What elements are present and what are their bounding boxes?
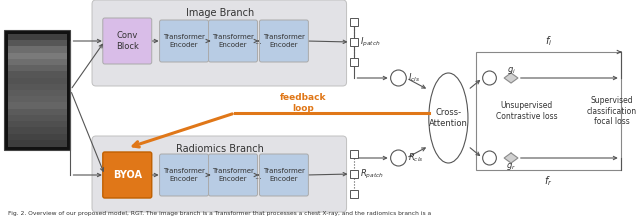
Bar — [351, 38, 358, 46]
Bar — [351, 170, 358, 178]
Text: Cross-
Attention: Cross- Attention — [429, 108, 468, 128]
Text: ...: ... — [255, 172, 262, 181]
Text: $g_i$: $g_i$ — [507, 65, 515, 75]
FancyBboxPatch shape — [92, 136, 347, 212]
Text: Transformer
Encoder: Transformer Encoder — [212, 168, 254, 182]
Circle shape — [483, 151, 497, 165]
Text: $f_r$: $f_r$ — [544, 174, 552, 188]
Text: Transformer
Encoder: Transformer Encoder — [163, 168, 205, 182]
Text: $g_r$: $g_r$ — [506, 160, 516, 172]
FancyBboxPatch shape — [92, 0, 347, 86]
Text: Unsupervised
Contrastive loss: Unsupervised Contrastive loss — [496, 101, 557, 121]
Bar — [351, 190, 358, 198]
Bar — [8, 46, 67, 53]
FancyBboxPatch shape — [209, 20, 257, 62]
Bar — [8, 109, 67, 115]
Bar — [4, 30, 70, 150]
Bar — [8, 127, 67, 134]
Text: $I_{patch}$: $I_{patch}$ — [360, 36, 381, 49]
Bar — [351, 150, 358, 158]
Bar — [8, 65, 67, 72]
Text: Transformer
Encoder: Transformer Encoder — [163, 34, 205, 48]
FancyBboxPatch shape — [159, 154, 209, 196]
Text: Transformer
Encoder: Transformer Encoder — [263, 34, 305, 48]
FancyBboxPatch shape — [209, 154, 257, 196]
Circle shape — [483, 71, 497, 85]
Text: Transformer
Encoder: Transformer Encoder — [212, 34, 254, 48]
Bar — [8, 115, 67, 122]
Ellipse shape — [429, 73, 468, 163]
Text: feedback
loop: feedback loop — [280, 93, 327, 113]
Text: Fig. 2. Overview of our proposed model, RGT. The image branch is a Transformer t: Fig. 2. Overview of our proposed model, … — [8, 211, 431, 216]
Bar — [8, 121, 67, 128]
Text: $R_{cls}$: $R_{cls}$ — [408, 152, 424, 164]
Bar — [351, 18, 358, 26]
Text: BYOA: BYOA — [113, 170, 142, 180]
Bar — [8, 102, 67, 109]
Bar — [8, 134, 67, 140]
Bar — [476, 52, 621, 170]
FancyBboxPatch shape — [159, 20, 209, 62]
Bar — [8, 90, 67, 97]
Bar — [8, 40, 67, 47]
FancyBboxPatch shape — [259, 20, 308, 62]
Circle shape — [390, 70, 406, 86]
Text: Supervised
classification
focal loss: Supervised classification focal loss — [587, 96, 637, 126]
Text: Image Branch: Image Branch — [186, 8, 255, 18]
Polygon shape — [504, 73, 518, 83]
Bar — [8, 84, 67, 90]
FancyBboxPatch shape — [259, 154, 308, 196]
Text: $I_{cls}$: $I_{cls}$ — [408, 72, 420, 84]
FancyBboxPatch shape — [103, 18, 152, 64]
Bar — [8, 71, 67, 78]
Bar — [351, 58, 358, 66]
Polygon shape — [504, 153, 518, 163]
Text: Transformer
Encoder: Transformer Encoder — [263, 168, 305, 182]
Circle shape — [390, 150, 406, 166]
Text: ...: ... — [255, 37, 262, 46]
FancyBboxPatch shape — [103, 152, 152, 198]
Text: $R_{patch}$: $R_{patch}$ — [360, 167, 384, 181]
Bar — [8, 140, 67, 146]
Text: Radiomics Branch: Radiomics Branch — [177, 144, 264, 154]
Text: Conv
Block: Conv Block — [116, 31, 139, 51]
Bar — [8, 34, 67, 41]
Bar — [8, 59, 67, 66]
Bar — [8, 53, 67, 59]
Bar — [8, 78, 67, 84]
Bar — [8, 96, 67, 103]
Text: $f_i$: $f_i$ — [545, 34, 552, 48]
